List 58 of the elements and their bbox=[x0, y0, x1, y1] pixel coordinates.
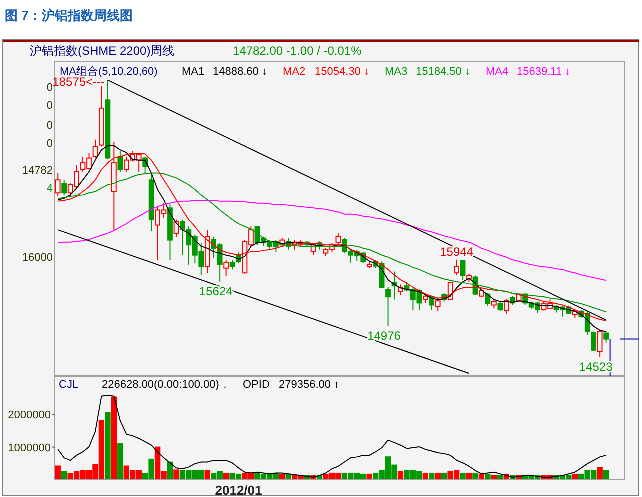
bar bbox=[460, 472, 466, 480]
bar bbox=[485, 474, 491, 480]
candlestick bbox=[386, 286, 391, 327]
annotation: OPID bbox=[243, 379, 270, 391]
text: 14782 bbox=[22, 165, 53, 177]
candlestick bbox=[55, 172, 61, 198]
candlestick bbox=[224, 260, 229, 278]
text: 16000 bbox=[22, 252, 53, 264]
text: MA组合(5,10,20,60) bbox=[60, 65, 158, 78]
annotation: 279356.00 ↑ bbox=[279, 379, 340, 391]
text: 15054.30 ↓ bbox=[315, 66, 370, 78]
bar bbox=[55, 466, 61, 480]
bar bbox=[118, 444, 124, 480]
x-tick-label: 2012/01 bbox=[215, 483, 262, 497]
candlestick bbox=[336, 232, 342, 246]
candlestick bbox=[422, 293, 428, 304]
text: 0 bbox=[46, 138, 53, 150]
text: 4 bbox=[46, 183, 53, 195]
bar bbox=[111, 396, 118, 480]
candlestick bbox=[597, 329, 603, 358]
annotation: CJL bbox=[59, 379, 79, 391]
bar bbox=[435, 472, 441, 480]
bar bbox=[472, 472, 478, 480]
candlestick bbox=[604, 332, 609, 344]
annotation: 14976 bbox=[368, 329, 402, 344]
text: 14782.00 -1.00 / -0.01% bbox=[233, 44, 362, 58]
chart-subtitle: 沪铝指数(SHME 2200)周线 bbox=[30, 44, 175, 58]
candlestick bbox=[454, 259, 460, 276]
chart-title: 图 7：沪铝指数周线图 bbox=[5, 8, 133, 23]
text: 0 bbox=[46, 120, 53, 132]
text: 15639.11 ↓ bbox=[517, 66, 571, 78]
candlestick bbox=[62, 180, 68, 196]
bar bbox=[597, 467, 603, 480]
candlestick bbox=[435, 298, 441, 312]
text: 0 bbox=[46, 82, 53, 94]
candlestick bbox=[92, 139, 98, 159]
text: 0 bbox=[46, 100, 53, 112]
bar bbox=[174, 470, 180, 480]
text: MA4 bbox=[486, 66, 509, 78]
text: MA2 bbox=[283, 66, 306, 78]
text: 15184.50 ↓ bbox=[416, 66, 470, 78]
text: MA1 bbox=[182, 66, 205, 78]
candlestick bbox=[118, 150, 124, 172]
candlestick bbox=[230, 260, 236, 270]
candlestick bbox=[429, 296, 435, 311]
candlestick bbox=[460, 260, 466, 280]
y-tick-label: 1000000 bbox=[8, 442, 51, 454]
annotation: 15624 bbox=[199, 284, 234, 299]
candlestick bbox=[504, 298, 510, 315]
y-tick-label: 2000000 bbox=[8, 410, 51, 422]
bar bbox=[429, 472, 435, 480]
bar bbox=[105, 412, 111, 480]
bar bbox=[498, 475, 504, 480]
text: MA3 bbox=[385, 66, 408, 78]
annotation: 226628.00(0.00:100.00) ↓ bbox=[102, 379, 228, 391]
candlestick bbox=[498, 301, 504, 312]
bar bbox=[366, 474, 372, 480]
text: 14888.60 ↓ bbox=[213, 66, 268, 78]
